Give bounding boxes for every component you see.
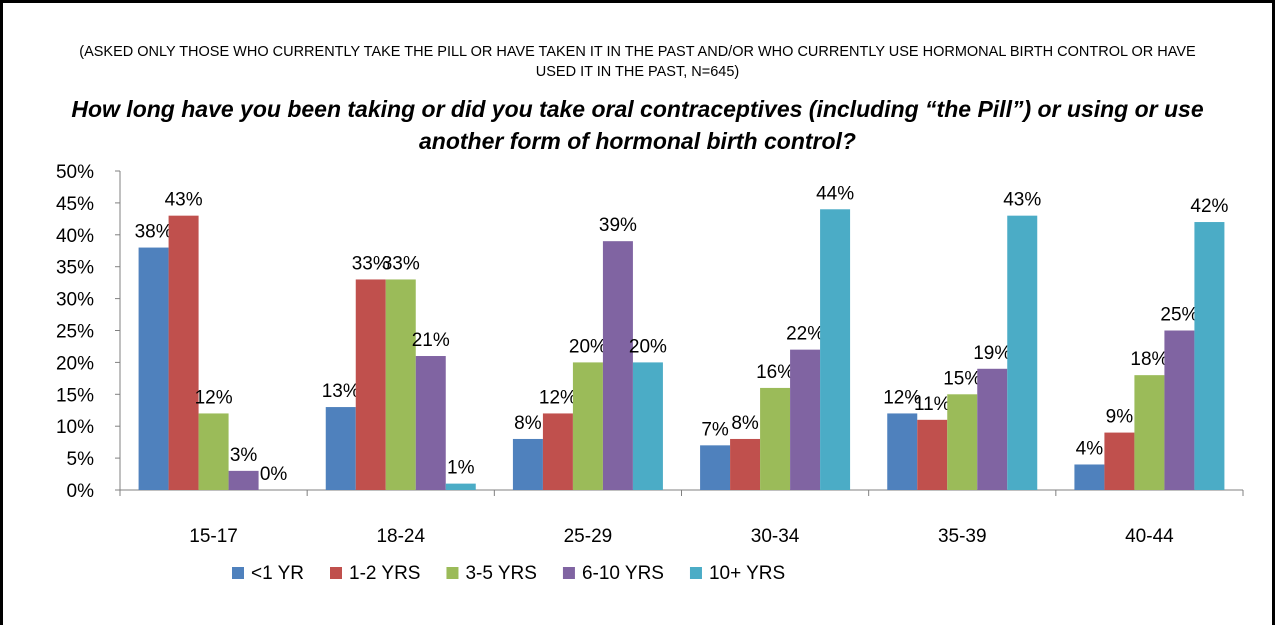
data-label: 43%	[1003, 190, 1041, 211]
y-tick-label: 20%	[56, 353, 94, 374]
x-category-label: 35-39	[938, 526, 987, 547]
chart-subtitle: (ASKED ONLY THOSE WHO CURRENTLY TAKE THE…	[79, 44, 1196, 80]
y-tick-label: 5%	[67, 449, 95, 470]
bar	[760, 387, 791, 490]
bar	[385, 279, 416, 490]
data-label: 18%	[1130, 349, 1168, 370]
bar	[1134, 375, 1165, 490]
bar	[700, 445, 731, 490]
data-label: 12%	[883, 387, 921, 408]
bar	[820, 209, 851, 490]
data-label: 43%	[165, 190, 203, 211]
bar	[542, 413, 573, 490]
y-tick-label: 10%	[56, 417, 94, 438]
y-tick-label: 15%	[56, 385, 94, 406]
bar	[1194, 222, 1225, 491]
bar	[512, 438, 543, 490]
data-label: 1%	[447, 458, 475, 479]
legend-label: 6-10 YRS	[582, 563, 664, 584]
y-tick-label: 25%	[56, 322, 94, 343]
data-label: 9%	[1106, 407, 1134, 428]
data-label: 20%	[569, 336, 607, 357]
bar	[1164, 330, 1195, 490]
y-tick-label: 30%	[56, 290, 94, 311]
data-label: 42%	[1190, 196, 1228, 217]
data-label: 11%	[914, 394, 951, 415]
data-label: 12%	[539, 387, 577, 408]
y-tick-label: 0%	[67, 481, 95, 502]
data-label: 21%	[412, 330, 450, 351]
bar	[790, 349, 821, 490]
data-label: 4%	[1076, 438, 1104, 459]
legend-label: 3-5 YRS	[465, 563, 536, 584]
data-label: 25%	[1160, 305, 1198, 326]
data-label: 8%	[514, 413, 542, 434]
bar	[1007, 215, 1038, 490]
bar	[198, 413, 229, 490]
legend-label: 1-2 YRS	[349, 563, 420, 584]
bar	[602, 241, 633, 490]
x-category-label: 30-34	[751, 526, 800, 547]
data-label: 44%	[816, 183, 854, 204]
bar	[632, 362, 663, 490]
data-label: 8%	[731, 413, 759, 434]
bar	[917, 419, 948, 490]
legend-label: 10+ YRS	[709, 563, 785, 584]
y-tick-label: 40%	[56, 226, 94, 247]
data-label: 33%	[352, 253, 390, 274]
legend-swatch	[446, 567, 459, 579]
y-tick-label: 50%	[56, 162, 94, 183]
bar	[572, 362, 603, 490]
y-tick-label: 45%	[56, 194, 94, 215]
data-label: 12%	[195, 387, 233, 408]
x-category-label: 25-29	[564, 526, 613, 547]
data-label: 7%	[701, 419, 729, 440]
bar	[445, 483, 476, 490]
data-label: 13%	[322, 381, 360, 402]
bar	[887, 413, 918, 490]
bar	[730, 438, 761, 490]
x-category-label: 18-24	[376, 526, 425, 547]
legend-swatch	[689, 567, 702, 579]
data-label: 0%	[260, 464, 288, 485]
legend-swatch	[562, 567, 575, 579]
bar	[977, 368, 1008, 490]
chart-title: How long have you been taking or did you…	[71, 96, 1204, 154]
bar	[168, 215, 199, 490]
bar	[415, 356, 446, 490]
bar	[355, 279, 386, 490]
data-label: 16%	[756, 362, 794, 383]
data-label: 15%	[943, 368, 981, 389]
bar	[947, 394, 978, 490]
data-label: 19%	[973, 343, 1011, 364]
data-label: 3%	[230, 445, 258, 466]
legend-swatch	[232, 567, 244, 579]
legend-swatch	[330, 567, 342, 579]
bar	[325, 407, 356, 490]
x-category-label: 40-44	[1125, 526, 1174, 547]
x-category-label: 15-17	[189, 526, 238, 547]
bar	[1074, 464, 1105, 490]
legend-label: <1 YR	[251, 563, 304, 584]
data-label: 33%	[382, 253, 420, 274]
data-label: 38%	[135, 222, 173, 243]
data-label: 22%	[786, 324, 824, 345]
bar	[228, 470, 259, 490]
data-label: 20%	[629, 336, 667, 357]
bar	[138, 247, 169, 490]
data-label: 39%	[599, 215, 637, 236]
y-tick-label: 35%	[56, 258, 94, 279]
bar	[1104, 432, 1135, 490]
